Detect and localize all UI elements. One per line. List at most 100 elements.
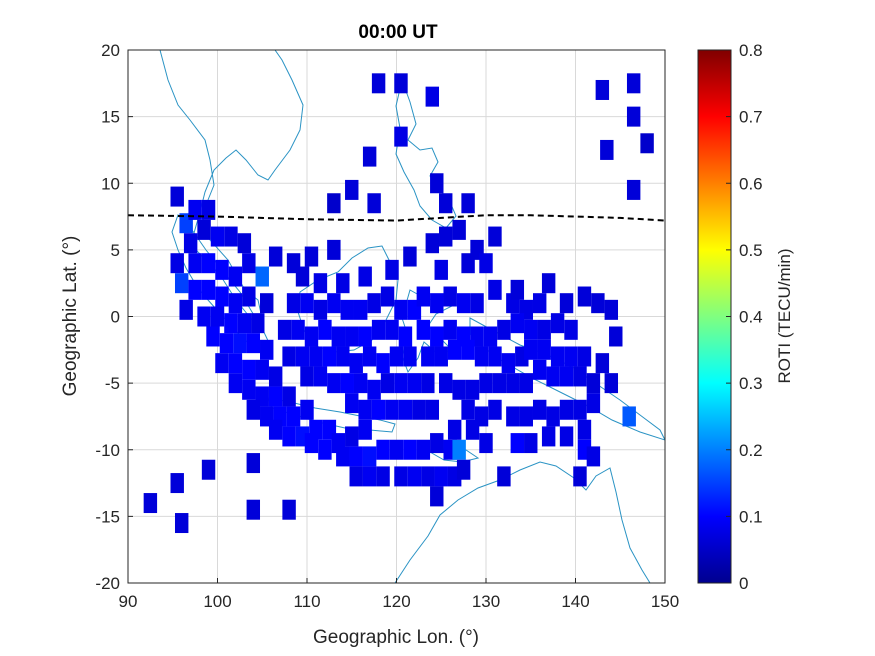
roti-cell <box>170 186 184 207</box>
roti-cell <box>295 266 310 287</box>
roti-cell <box>425 86 440 107</box>
roti-cell <box>367 193 381 214</box>
colorbar-tick-label: 0.2 <box>739 441 763 460</box>
x-tick-label: 130 <box>472 592 500 611</box>
roti-cell <box>268 386 283 407</box>
roti-cell <box>497 319 511 340</box>
roti-cell <box>304 246 319 267</box>
roti-cell <box>362 446 377 467</box>
y-tick-label: -15 <box>95 507 120 526</box>
roti-cell <box>237 313 252 334</box>
roti-cell <box>197 219 211 240</box>
roti-cell <box>439 373 453 394</box>
roti-cell <box>210 306 225 327</box>
roti-cell <box>497 466 511 487</box>
y-tick-label: -5 <box>105 374 120 393</box>
roti-cell <box>371 73 386 94</box>
roti-cell <box>452 379 466 400</box>
roti-cell <box>394 126 408 147</box>
roti-cell <box>318 319 332 340</box>
roti-cell <box>506 406 520 427</box>
roti-cell <box>622 406 636 427</box>
colorbar-ticks: 0 0.1 0.2 0.3 0.4 0.5 0.6 0.7 0.8 <box>726 41 763 593</box>
roti-cell <box>519 373 533 394</box>
roti-cell <box>174 273 189 294</box>
roti-cell <box>362 466 377 487</box>
roti-cell <box>201 253 216 274</box>
roti-cell <box>573 366 587 387</box>
roti-cell <box>224 313 238 334</box>
roti-cell <box>331 326 346 347</box>
roti-cell <box>434 466 448 487</box>
roti-cell <box>362 146 377 167</box>
colorbar-label: ROTI (TECU/min) <box>775 248 794 383</box>
chart-title: 00:00 UT <box>358 22 438 43</box>
roti-cell <box>268 366 283 387</box>
roti-cell <box>188 199 202 220</box>
roti-cell <box>492 373 507 394</box>
roti-cell <box>456 293 471 314</box>
roti-cell <box>371 399 386 420</box>
coastline-australia <box>394 461 651 583</box>
roti-cell <box>591 293 605 314</box>
roti-cell <box>577 419 592 440</box>
roti-cell <box>479 373 493 394</box>
x-tick-label: 150 <box>651 592 679 611</box>
roti-cell <box>327 193 341 214</box>
roti-cell <box>215 353 229 374</box>
roti-cell <box>595 79 610 100</box>
roti-cell <box>277 319 292 340</box>
roti-cell <box>546 366 560 387</box>
colorbar-tick-label: 0.7 <box>739 108 763 127</box>
roti-cell <box>304 433 319 454</box>
roti-cell <box>439 226 453 247</box>
roti-cell <box>345 426 359 447</box>
roti-cell <box>604 299 619 320</box>
roti-cell <box>228 353 243 374</box>
roti-cell <box>291 319 305 340</box>
coastline-philippines <box>395 78 457 229</box>
roti-cell <box>201 459 216 480</box>
roti-cell <box>282 386 296 407</box>
roti-cell <box>376 439 390 460</box>
roti-cell <box>242 379 256 400</box>
roti-cell <box>407 373 422 394</box>
roti-cell <box>260 293 274 314</box>
y-tick-label: 20 <box>101 41 120 60</box>
roti-cell <box>385 319 399 340</box>
roti-cell <box>421 346 435 367</box>
y-tick-label: 10 <box>101 174 120 193</box>
roti-cell <box>470 293 484 314</box>
roti-cell <box>559 399 574 420</box>
roti-cell <box>519 406 533 427</box>
roti-cell <box>532 359 547 380</box>
roti-cell <box>376 466 390 487</box>
roti-cell <box>474 346 489 367</box>
roti-cell <box>506 373 520 394</box>
roti-cell <box>260 339 274 360</box>
roti-cell <box>228 266 243 287</box>
roti-cell <box>488 226 502 247</box>
roti-cell <box>188 279 202 300</box>
roti-cell <box>385 399 399 420</box>
colorbar-tick-label: 0 <box>739 574 748 593</box>
roti-cell <box>537 339 551 360</box>
roti-cell <box>600 139 614 160</box>
roti-cell <box>380 286 395 307</box>
roti-cell <box>407 466 422 487</box>
roti-cell <box>246 399 261 420</box>
roti-cell <box>403 346 417 367</box>
roti-cell <box>626 73 641 94</box>
roti-cell <box>559 426 574 447</box>
roti-cell <box>327 373 341 394</box>
roti-cell <box>188 253 202 274</box>
roti-cell <box>461 339 475 360</box>
roti-cell <box>564 346 578 367</box>
roti-cell <box>304 326 319 347</box>
roti-cell <box>197 306 211 327</box>
roti-cell <box>609 326 623 347</box>
roti-cell <box>483 326 498 347</box>
roti-cell <box>456 459 471 480</box>
roti-cell <box>242 359 256 380</box>
roti-cell <box>586 373 601 394</box>
